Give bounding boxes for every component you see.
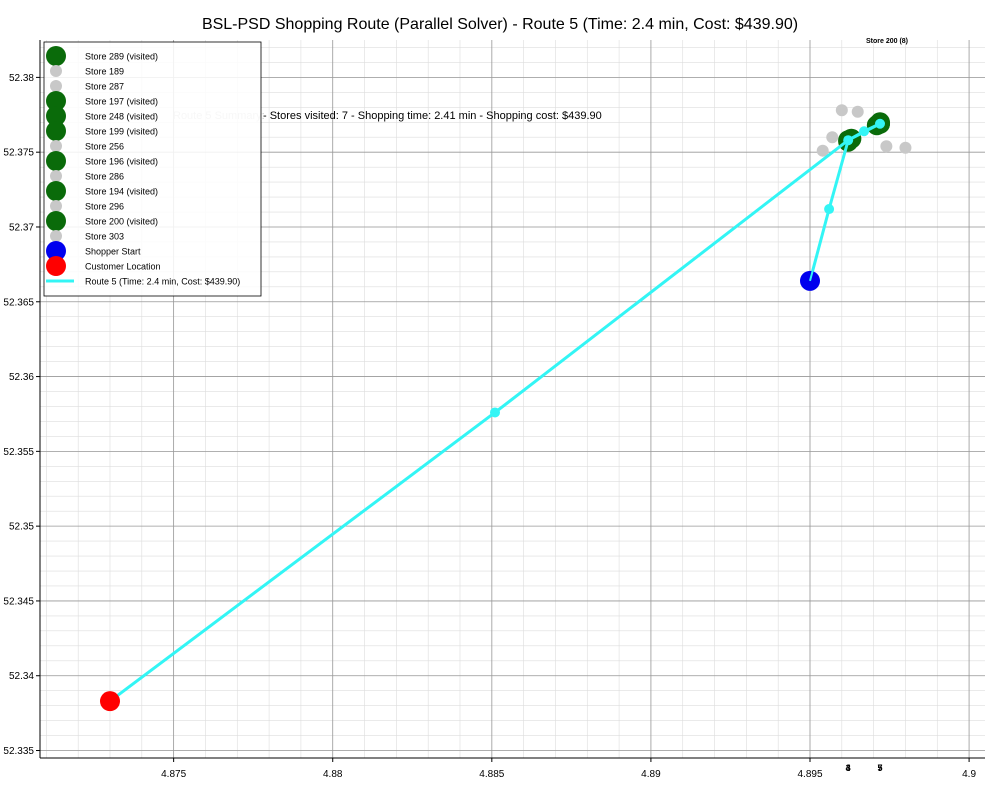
store-point-unvisited bbox=[816, 144, 829, 157]
y-tick-label: 52.335 bbox=[3, 746, 34, 757]
legend-swatch-visited bbox=[46, 211, 66, 231]
y-tick-label: 52.38 bbox=[9, 73, 34, 84]
legend-entry-label: Store 189 bbox=[85, 67, 124, 77]
y-tick-label: 52.37 bbox=[9, 222, 34, 233]
chart-title: BSL-PSD Shopping Route (Parallel Solver)… bbox=[202, 16, 798, 33]
legend-swatch-unvisited bbox=[50, 230, 62, 242]
customer-location-point bbox=[100, 691, 120, 712]
route-line bbox=[109, 122, 882, 703]
legend-entry-label: Store 197 (visited) bbox=[85, 97, 158, 107]
legend-entry-label: Store 200 (visited) bbox=[85, 217, 158, 227]
y-tick-label: 52.34 bbox=[9, 671, 34, 682]
route-midpoint bbox=[859, 126, 870, 137]
legend: Store 289 (visited) Store 189 Store 287 Sto… bbox=[43, 41, 262, 297]
store-point-unvisited bbox=[826, 131, 839, 144]
route-order-label: 4 bbox=[846, 763, 851, 773]
route-start-segment bbox=[809, 208, 831, 282]
legend-swatch-unvisited bbox=[50, 80, 62, 92]
y-tick-label: 52.36 bbox=[9, 372, 34, 383]
annotations: Route 5 Summary:- Stores visited: 7 - Sh… bbox=[173, 38, 908, 773]
y-tick-label: 52.35 bbox=[9, 522, 34, 533]
x-tick-label: 4.9 bbox=[962, 769, 976, 780]
x-tick-label: 4.89 bbox=[641, 769, 661, 780]
legend-swatch-visited bbox=[46, 121, 66, 141]
legend-entry-label: Store 289 (visited) bbox=[85, 52, 158, 62]
store-point-unvisited bbox=[880, 140, 893, 153]
route-stop-marker bbox=[843, 135, 854, 146]
store-point-unvisited bbox=[899, 141, 912, 154]
x-tick-label: 4.895 bbox=[797, 769, 822, 780]
store-point-unvisited bbox=[835, 104, 848, 117]
legend-entry-label: Store 303 bbox=[85, 232, 124, 242]
legend-box bbox=[43, 41, 262, 297]
route-midpoint bbox=[490, 407, 500, 418]
x-tick-label: 4.875 bbox=[161, 769, 186, 780]
legend-swatch-visited bbox=[46, 106, 66, 126]
legend-entry-label: Customer Location bbox=[85, 262, 161, 272]
legend-entry-label: Store 194 (visited) bbox=[85, 187, 158, 197]
legend-entry-label: Store 296 bbox=[85, 202, 124, 212]
store-top-label: Store 200 (8) bbox=[866, 38, 908, 45]
x-tick-label: 4.88 bbox=[323, 769, 343, 780]
legend-swatch-visited bbox=[46, 46, 66, 66]
legend-swatch-unvisited bbox=[50, 170, 62, 182]
tick-labels: 4.875 4.88 4.885 4.89 4.895 4.9 52.335 52.34 52.… bbox=[3, 73, 976, 780]
legend-entry-label: Shopper Start bbox=[85, 247, 141, 257]
legend-swatch-customer bbox=[46, 256, 66, 276]
legend-entry-label: Store 248 (visited) bbox=[85, 112, 158, 122]
legend-entry-label: Store 286 bbox=[85, 172, 124, 182]
y-tick-label: 52.345 bbox=[3, 596, 34, 607]
y-tick-label: 52.375 bbox=[3, 148, 34, 159]
route-layer bbox=[109, 118, 885, 703]
route-stop-marker bbox=[875, 118, 885, 129]
legend-entry-label: Route 5 (Time: 2.4 min, Cost: $439.90) bbox=[85, 277, 240, 287]
legend-swatch-unvisited bbox=[50, 65, 62, 77]
legend-swatch-visited bbox=[46, 91, 66, 111]
endpoint-markers bbox=[100, 208, 831, 712]
y-tick-label: 52.355 bbox=[3, 447, 34, 458]
route-order-label: 5 bbox=[877, 763, 882, 773]
route-summary-annotation: - Stores visited: 7 - Shopping time: 2.4… bbox=[263, 110, 602, 122]
legend-swatch-visited bbox=[46, 181, 66, 201]
legend-swatch-unvisited bbox=[50, 200, 62, 212]
legend-swatch-unvisited bbox=[50, 140, 62, 152]
store-point-unvisited bbox=[851, 105, 864, 118]
legend-entry-label: Store 196 (visited) bbox=[85, 157, 158, 167]
route-order-label: 3 bbox=[846, 763, 851, 773]
axes bbox=[39, 40, 985, 759]
y-tick-label: 52.365 bbox=[3, 297, 34, 308]
legend-entry-label: Store 199 (visited) bbox=[85, 127, 158, 137]
x-tick-label: 4.885 bbox=[479, 769, 504, 780]
legend-swatch-visited bbox=[46, 151, 66, 171]
route-order-label: 7 bbox=[877, 763, 882, 773]
legend-swatch-shopper bbox=[46, 241, 66, 261]
legend-entry-label: Store 256 bbox=[85, 142, 124, 152]
legend-entry-label: Store 287 bbox=[85, 82, 124, 92]
